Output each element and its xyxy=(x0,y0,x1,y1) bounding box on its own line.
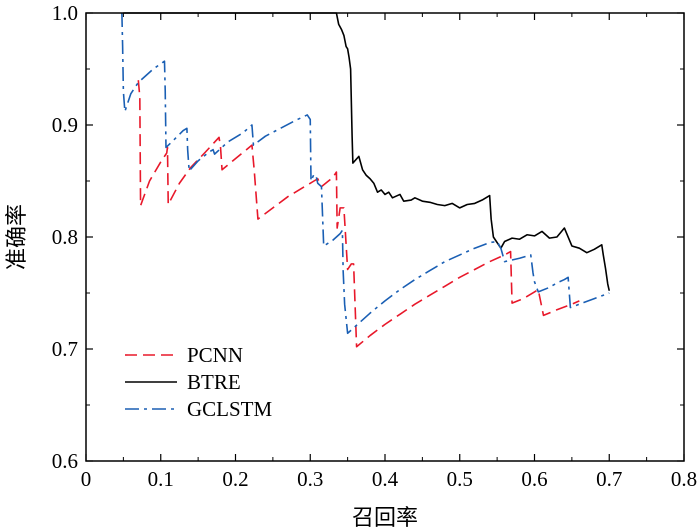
series-line-btre xyxy=(123,12,611,291)
y-tick-label: 1.0 xyxy=(52,1,78,25)
x-tick-label: 0 xyxy=(81,467,92,491)
x-axis-ticks: 0 0.1 0.2 0.3 0.4 0.5 0.6 0.7 0.8 xyxy=(81,13,697,491)
legend-label-gclstm: GCLSTM xyxy=(187,397,273,421)
x-tick-label: 0.1 xyxy=(148,467,174,491)
y-axis-ticks: 0.6 0.7 0.8 0.9 1.0 xyxy=(52,1,684,473)
legend-label-pcnn: PCNN xyxy=(187,343,243,367)
legend-label-btre: BTRE xyxy=(187,370,241,394)
y-tick-label: 0.9 xyxy=(52,113,78,137)
x-axis-title: 召回率 xyxy=(352,506,418,531)
y-tick-label: 0.6 xyxy=(52,449,78,473)
series-line-pcnn xyxy=(137,80,580,348)
legend: PCNN BTRE GCLSTM xyxy=(125,343,273,421)
x-tick-label: 0.3 xyxy=(297,467,323,491)
y-axis-title: 准确率 xyxy=(5,204,30,270)
y-tick-label: 0.7 xyxy=(52,337,78,361)
x-tick-label: 0.4 xyxy=(372,467,399,491)
series-line-gclstm xyxy=(121,12,610,335)
plot-frame xyxy=(85,12,685,462)
x-tick-label: 0.7 xyxy=(596,467,622,491)
x-tick-label: 0.5 xyxy=(447,467,473,491)
x-tick-label: 0.2 xyxy=(222,467,248,491)
x-tick-label: 0.8 xyxy=(671,467,697,491)
x-tick-label: 0.6 xyxy=(521,467,547,491)
y-tick-label: 0.8 xyxy=(52,225,78,249)
series-lines xyxy=(121,12,611,348)
